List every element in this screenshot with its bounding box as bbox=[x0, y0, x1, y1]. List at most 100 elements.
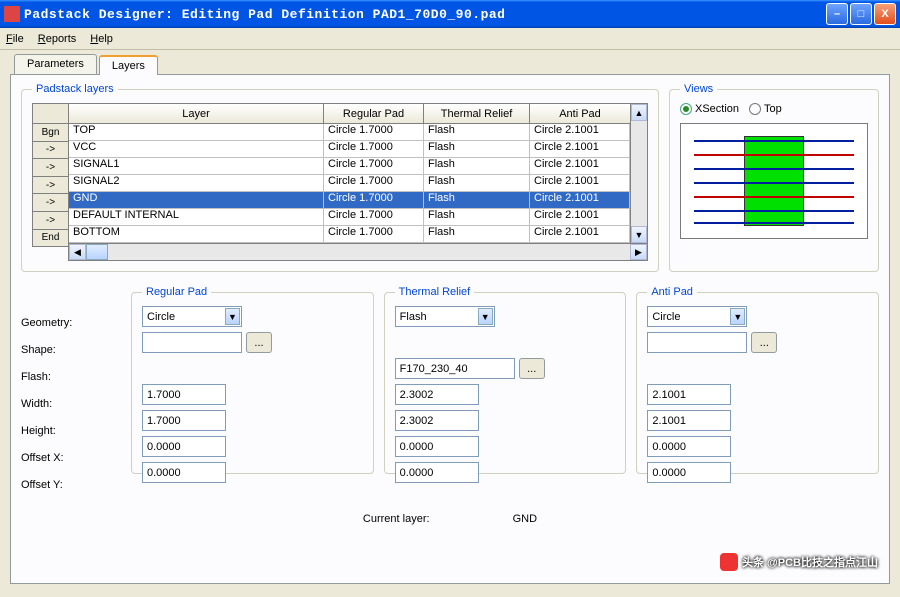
menu-reports[interactable]: Reports bbox=[38, 33, 77, 45]
anti-height-input[interactable] bbox=[647, 410, 731, 431]
row-label[interactable]: End bbox=[32, 230, 68, 248]
cell-regular[interactable]: Circle 1.7000 bbox=[324, 124, 424, 141]
layer-line-icon bbox=[694, 222, 854, 224]
regular-geometry-combo[interactable]: Circle▼ bbox=[142, 306, 242, 327]
col-header-thermal[interactable]: Thermal Relief bbox=[424, 104, 530, 123]
cell-thermal[interactable]: Flash bbox=[424, 226, 530, 243]
regular-shape-input[interactable] bbox=[142, 332, 242, 353]
cell-anti[interactable]: Circle 2.1001 bbox=[530, 192, 630, 209]
radio-xsection[interactable]: XSection bbox=[680, 103, 739, 115]
cell-thermal[interactable]: Flash bbox=[424, 158, 530, 175]
cell-thermal[interactable]: Flash bbox=[424, 175, 530, 192]
thermal-flash-browse-button[interactable]: ... bbox=[519, 358, 545, 379]
padstack-layers-legend: Padstack layers bbox=[32, 83, 118, 95]
layers-grid: Layer Regular Pad Thermal Relief Anti Pa… bbox=[68, 103, 648, 261]
cell-anti[interactable]: Circle 2.1001 bbox=[530, 226, 630, 243]
table-row[interactable]: TOPCircle 1.7000FlashCircle 2.1001 bbox=[69, 124, 630, 141]
col-header-layer[interactable]: Layer bbox=[69, 104, 324, 123]
layer-line-icon bbox=[694, 182, 854, 184]
regular-pad-legend: Regular Pad bbox=[142, 286, 211, 298]
scroll-down-icon[interactable]: ▼ bbox=[631, 226, 647, 243]
thermal-flash-input[interactable] bbox=[395, 358, 515, 379]
col-header-anti[interactable]: Anti Pad bbox=[530, 104, 630, 123]
regular-offsety-input[interactable] bbox=[142, 462, 226, 483]
scroll-thumb[interactable] bbox=[86, 244, 108, 260]
cell-layer[interactable]: GND bbox=[69, 192, 324, 209]
cell-layer[interactable]: SIGNAL1 bbox=[69, 158, 324, 175]
cell-regular[interactable]: Circle 1.7000 bbox=[324, 192, 424, 209]
radio-top[interactable]: Top bbox=[749, 103, 782, 115]
close-button[interactable]: X bbox=[874, 3, 896, 25]
row-label[interactable]: -> bbox=[32, 159, 68, 177]
cell-layer[interactable]: SIGNAL2 bbox=[69, 175, 324, 192]
watermark-logo-icon bbox=[720, 553, 738, 571]
regular-shape-browse-button[interactable]: ... bbox=[246, 332, 272, 353]
minimize-button[interactable]: – bbox=[826, 3, 848, 25]
menu-help[interactable]: Help bbox=[90, 33, 113, 45]
table-row[interactable]: SIGNAL2Circle 1.7000FlashCircle 2.1001 bbox=[69, 175, 630, 192]
anti-width-input[interactable] bbox=[647, 384, 731, 405]
vertical-scrollbar[interactable]: ▲ ▼ bbox=[630, 104, 647, 243]
col-header-regular[interactable]: Regular Pad bbox=[324, 104, 424, 123]
cell-anti[interactable]: Circle 2.1001 bbox=[530, 209, 630, 226]
anti-pad-legend: Anti Pad bbox=[647, 286, 697, 298]
cell-regular[interactable]: Circle 1.7000 bbox=[324, 175, 424, 192]
cell-thermal[interactable]: Flash bbox=[424, 124, 530, 141]
cell-anti[interactable]: Circle 2.1001 bbox=[530, 124, 630, 141]
padstack-layers-group: Padstack layers Bgn -> -> -> -> -> End bbox=[21, 83, 659, 272]
cell-layer[interactable]: VCC bbox=[69, 141, 324, 158]
table-row[interactable]: VCCCircle 1.7000FlashCircle 2.1001 bbox=[69, 141, 630, 158]
table-row[interactable]: GNDCircle 1.7000FlashCircle 2.1001 bbox=[69, 192, 630, 209]
cell-thermal[interactable]: Flash bbox=[424, 141, 530, 158]
cell-regular[interactable]: Circle 1.7000 bbox=[324, 209, 424, 226]
anti-offsetx-input[interactable] bbox=[647, 436, 731, 457]
thermal-geometry-combo[interactable]: Flash▼ bbox=[395, 306, 495, 327]
thermal-width-input[interactable] bbox=[395, 384, 479, 405]
anti-shape-browse-button[interactable]: ... bbox=[751, 332, 777, 353]
scroll-right-icon[interactable]: ▶ bbox=[630, 244, 647, 260]
scroll-up-icon[interactable]: ▲ bbox=[631, 104, 647, 121]
row-label[interactable]: -> bbox=[32, 194, 68, 212]
row-label[interactable]: -> bbox=[32, 177, 68, 195]
cell-regular[interactable]: Circle 1.7000 bbox=[324, 141, 424, 158]
watermark: 头条 @PCB比技之指点江山 bbox=[720, 553, 878, 571]
cell-regular[interactable]: Circle 1.7000 bbox=[324, 226, 424, 243]
table-row[interactable]: BOTTOMCircle 1.7000FlashCircle 2.1001 bbox=[69, 226, 630, 243]
cell-regular[interactable]: Circle 1.7000 bbox=[324, 158, 424, 175]
label-offsety: Offset Y: bbox=[21, 474, 121, 495]
thermal-offsety-input[interactable] bbox=[395, 462, 479, 483]
thermal-relief-legend: Thermal Relief bbox=[395, 286, 475, 298]
tab-layers[interactable]: Layers bbox=[99, 55, 158, 75]
row-label[interactable]: -> bbox=[32, 212, 68, 230]
thermal-height-input[interactable] bbox=[395, 410, 479, 431]
cell-thermal[interactable]: Flash bbox=[424, 209, 530, 226]
table-row[interactable]: SIGNAL1Circle 1.7000FlashCircle 2.1001 bbox=[69, 158, 630, 175]
anti-shape-input[interactable] bbox=[647, 332, 747, 353]
cell-anti[interactable]: Circle 2.1001 bbox=[530, 175, 630, 192]
table-row[interactable]: DEFAULT INTERNALCircle 1.7000FlashCircle… bbox=[69, 209, 630, 226]
scroll-left-icon[interactable]: ◀ bbox=[69, 244, 86, 260]
thermal-offsetx-input[interactable] bbox=[395, 436, 479, 457]
row-label[interactable]: Bgn bbox=[32, 124, 68, 142]
label-shape: Shape: bbox=[21, 339, 121, 360]
cell-anti[interactable]: Circle 2.1001 bbox=[530, 158, 630, 175]
anti-geometry-combo[interactable]: Circle▼ bbox=[647, 306, 747, 327]
row-label[interactable]: -> bbox=[32, 142, 68, 160]
label-height: Height: bbox=[21, 420, 121, 441]
cell-thermal[interactable]: Flash bbox=[424, 192, 530, 209]
regular-offsetx-input[interactable] bbox=[142, 436, 226, 457]
regular-height-input[interactable] bbox=[142, 410, 226, 431]
thermal-relief-group: Thermal Relief Flash▼ ... bbox=[384, 286, 627, 474]
regular-width-input[interactable] bbox=[142, 384, 226, 405]
cell-layer[interactable]: BOTTOM bbox=[69, 226, 324, 243]
horizontal-scrollbar[interactable]: ◀ ▶ bbox=[69, 243, 647, 260]
menu-file[interactable]: File bbox=[6, 33, 24, 45]
layer-line-icon bbox=[694, 154, 854, 156]
cell-anti[interactable]: Circle 2.1001 bbox=[530, 141, 630, 158]
anti-offsety-input[interactable] bbox=[647, 462, 731, 483]
maximize-button[interactable]: □ bbox=[850, 3, 872, 25]
cell-layer[interactable]: DEFAULT INTERNAL bbox=[69, 209, 324, 226]
cell-layer[interactable]: TOP bbox=[69, 124, 324, 141]
pad-body-icon bbox=[744, 136, 804, 226]
tab-parameters[interactable]: Parameters bbox=[14, 54, 97, 74]
